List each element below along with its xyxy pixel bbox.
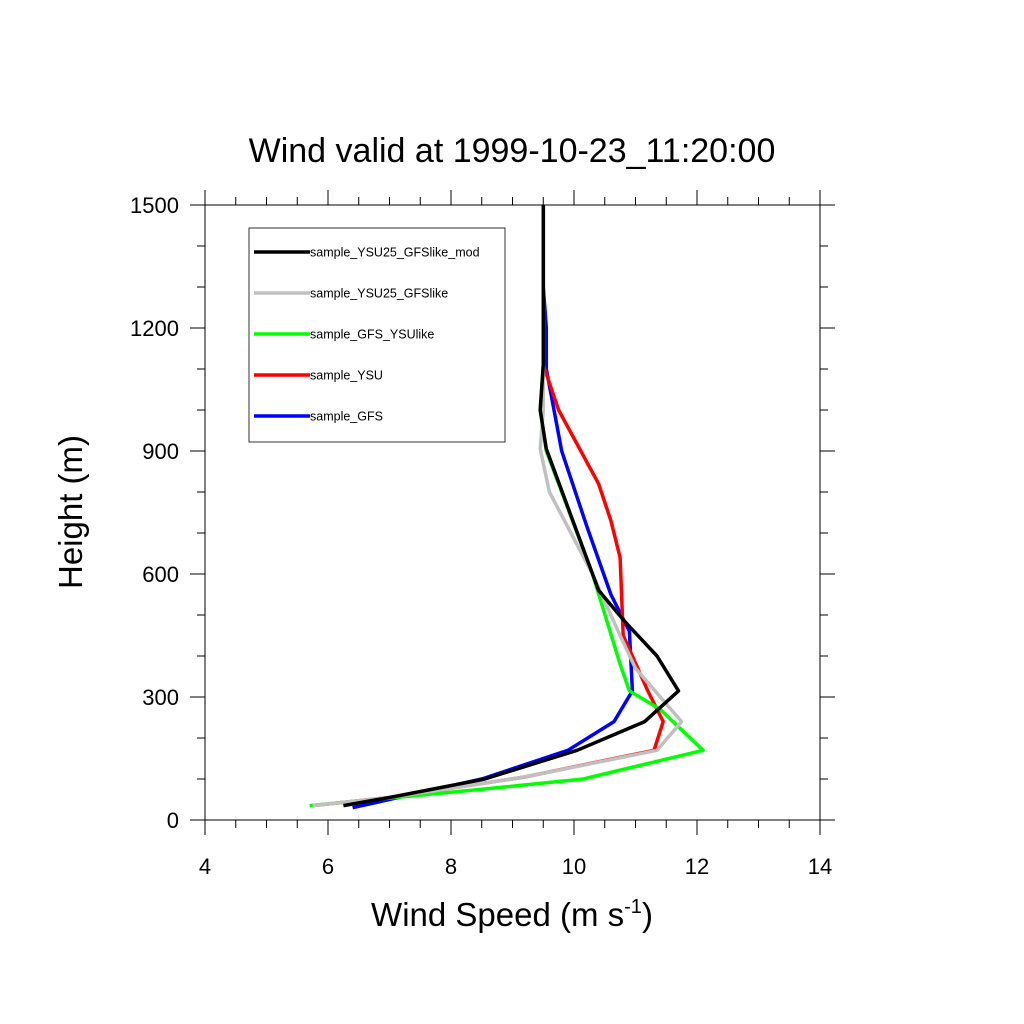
x-tick-label: 14: [808, 854, 832, 879]
y-tick-label: 900: [142, 439, 179, 464]
legend-label: sample_YSU25_GFSlike_mod: [310, 246, 480, 260]
legend-label: sample_GFS: [310, 410, 383, 424]
x-tick-label: 12: [685, 854, 709, 879]
series-line-sample_YSU25_GFSlike: [312, 205, 684, 808]
legend-label: sample_YSU: [310, 369, 383, 383]
y-tick-label: 1200: [130, 316, 179, 341]
y-tick-label: 1500: [130, 193, 179, 218]
tick-labels: 4 6 8 10 12 14 0 300 600 900 1200 1500: [130, 193, 832, 879]
axis-ticks: [190, 190, 835, 835]
series-line-sample_YSU25_GFSlike_mod: [343, 205, 681, 808]
legend: sample_YSU25_GFSlike_mod sample_YSU25_GFS…: [248, 227, 506, 443]
x-tick-label: 10: [562, 854, 586, 879]
x-tick-label: 8: [445, 854, 457, 879]
series-layer: [309, 205, 705, 810]
y-tick-label: 300: [142, 685, 179, 710]
x-axis-title-superscript: -1: [624, 896, 642, 918]
series-line-sample_GFS: [352, 286, 635, 810]
y-axis-title: Height (m): [52, 435, 89, 589]
legend-label: sample_GFS_YSUlike: [310, 328, 434, 342]
x-tick-label: 6: [322, 854, 334, 879]
chart-title: Wind valid at 1999-10-23_11:20:00: [249, 132, 776, 170]
legend-label: sample_YSU25_GFSlike: [310, 287, 448, 301]
plot-frame: [204, 204, 821, 821]
x-axis-title: Wind Speed (m s-1): [371, 896, 653, 933]
y-tick-label: 0: [167, 808, 179, 833]
y-tick-label: 600: [142, 562, 179, 587]
x-tick-label: 4: [199, 854, 211, 879]
